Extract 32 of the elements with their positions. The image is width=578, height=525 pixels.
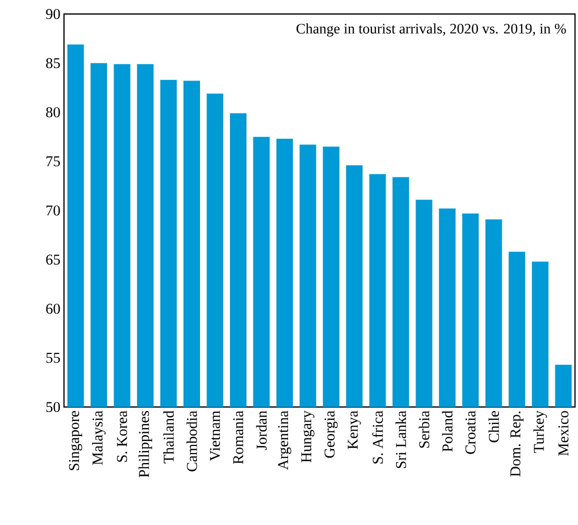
y-tick-label: 55 (46, 352, 60, 363)
x-tick-label: Mexico (558, 411, 568, 456)
text: Change in tourist arrivals, 2020 vs. 2019, in % (296, 23, 566, 37)
x-tick-label: Croatia (465, 410, 476, 454)
x-tick-label: Poland (442, 410, 453, 452)
y-tick-label: 60 (46, 304, 60, 314)
x-tick-label: Jordan (256, 410, 267, 450)
y-tick-label: 80 (46, 107, 60, 118)
x-tick-label: Cambodia (186, 410, 198, 472)
x-tick-label: Philippines (138, 411, 152, 478)
x-tick-label: Serbia (418, 410, 430, 448)
x-tick-label: Singapore (69, 411, 82, 470)
x-tick-label: Vietnam (210, 410, 220, 461)
x-tick-label: S. Africa (372, 410, 383, 464)
x-tick-label: Argentina (278, 410, 292, 470)
x-tick-label: Hungary (301, 410, 314, 462)
y-tick-label: 85 (46, 58, 60, 68)
y-tick-label: 50 (46, 402, 60, 412)
x-tick-label: Dom. Rep. (510, 412, 524, 476)
x-tick-label: Sri Lanka (396, 410, 406, 468)
y-tick-label: 70 (46, 205, 60, 216)
y-tick-label: 90 (46, 8, 60, 20)
x-tick-label: Thailand (163, 410, 174, 464)
x-tick-label: Chile (488, 411, 499, 442)
x-tick-label: Romania (233, 410, 244, 464)
y-tick-label: 65 (46, 254, 60, 265)
x-tick-label: Georgia (324, 410, 338, 458)
x-tick-label: Kenya (348, 410, 361, 450)
y-tick-label: 75 (46, 156, 60, 166)
x-tick-label: Malaysia (92, 410, 106, 465)
x-tick-label: S. Korea (117, 410, 128, 462)
x-tick-label: Turkey (533, 410, 547, 453)
